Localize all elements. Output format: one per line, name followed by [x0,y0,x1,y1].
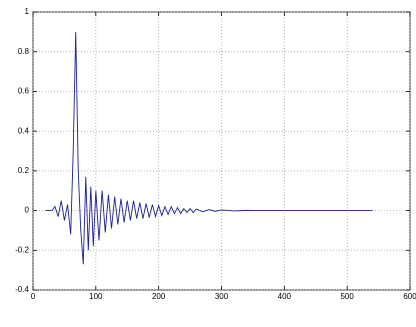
y-tick-label: 0.4 [18,126,30,135]
y-tick-label: -0.2 [15,245,29,254]
y-tick-label: -0.4 [15,285,29,294]
x-tick-label: 0 [31,292,36,301]
x-tick-label: 100 [89,292,103,301]
data-line [45,31,373,265]
y-tick-label: 0.2 [18,166,30,175]
y-tick-label: 1 [25,7,30,16]
x-tick-label: 500 [340,292,354,301]
x-tick-label: 200 [152,292,166,301]
y-tick-label: 0.8 [18,47,30,56]
y-tick-label: 0 [25,206,30,215]
x-tick-label: 400 [278,292,292,301]
y-tick-label: 0.6 [18,87,30,96]
x-tick-label: 600 [403,292,416,301]
x-tick-label: 300 [215,292,229,301]
